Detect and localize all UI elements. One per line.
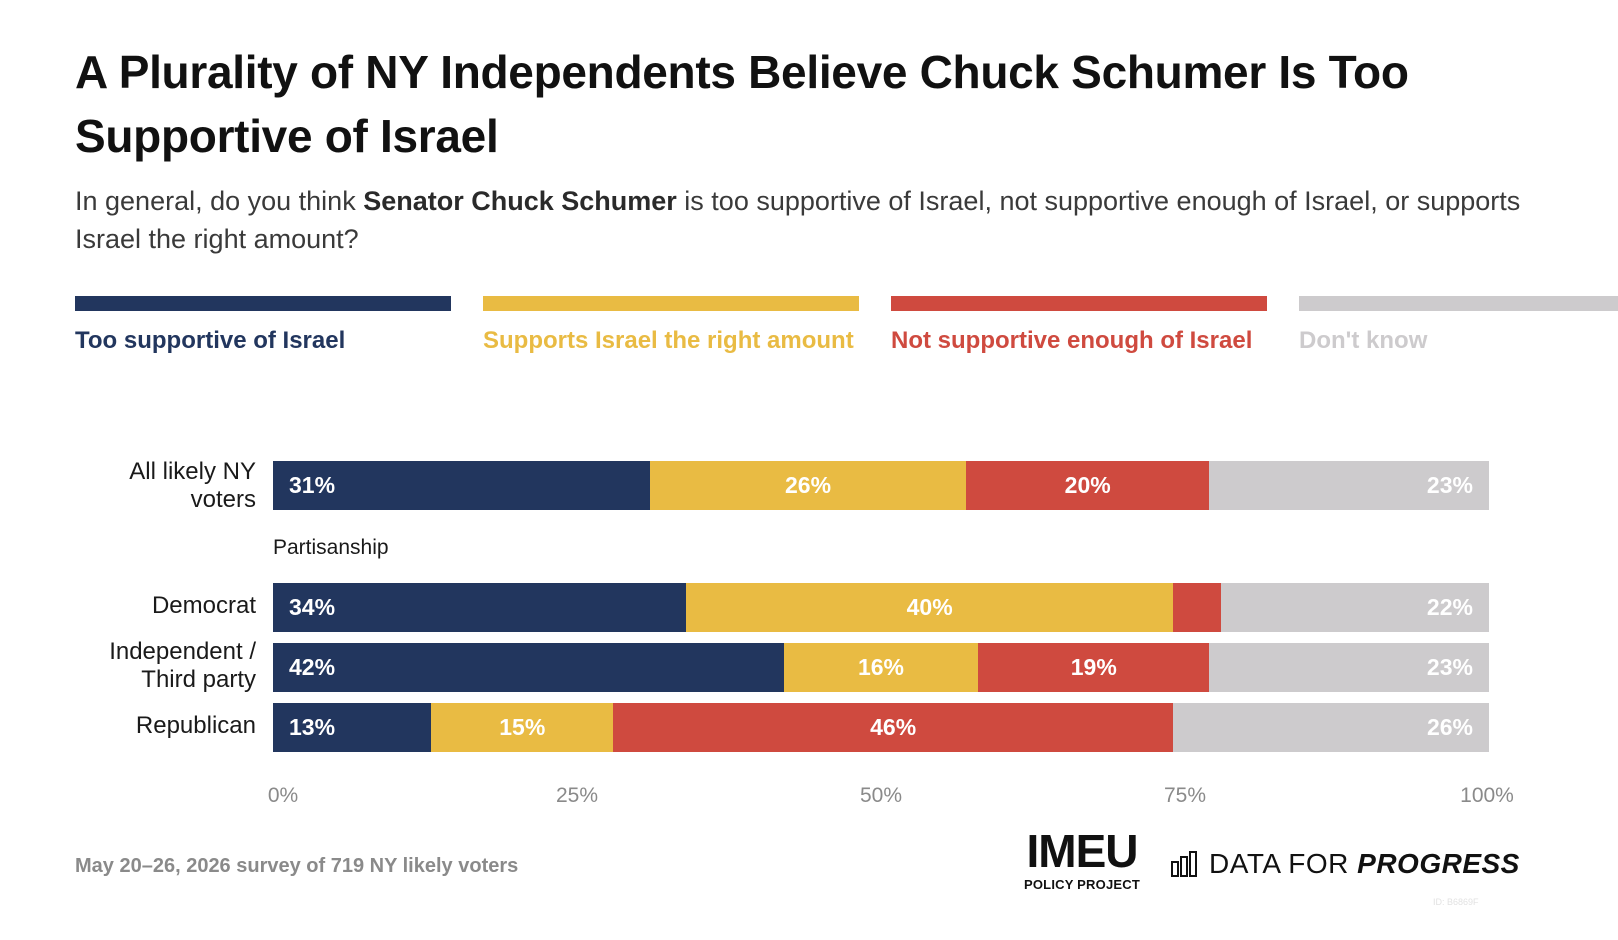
legend-swatch: [891, 296, 1267, 311]
data-label: 19%: [1070, 654, 1117, 680]
legend-item-1: Too supportive of Israel: [75, 296, 451, 358]
bar-segment: 26%: [649, 461, 967, 510]
row-label: Democrat: [151, 592, 256, 619]
chart-subtitle: In general, do you think Senator Chuck S…: [75, 186, 1521, 254]
survey-footnote: May 20–26, 2026 survey of 719 NY likely …: [75, 855, 519, 877]
legend-item-3: Not supportive enough of Israel: [891, 296, 1267, 358]
chart-id: ID: B6869F: [1433, 897, 1479, 907]
legend-swatch: [483, 296, 859, 311]
imeu-logo: IMEU POLICY PROJECT: [1018, 828, 1146, 892]
imeu-logo-subtext: POLICY PROJECT: [1024, 877, 1140, 892]
x-tick-label: 50%: [859, 784, 903, 807]
legend-label: Too supportive of Israel: [75, 327, 346, 354]
bar-segment: 40%: [686, 583, 1173, 632]
data-label: 46%: [870, 714, 917, 740]
bar-segment: [1172, 583, 1222, 632]
group-label-partisanship: Partisanship: [273, 536, 389, 559]
legend-label: Don't know: [1299, 327, 1428, 354]
data-label: 40%: [906, 594, 953, 620]
stacked-bar-row: 42% 16% 19% 23%: [273, 643, 1489, 692]
stacked-bar-row: 13% 15% 46% 26%: [273, 703, 1489, 752]
imeu-logo-text: IMEU: [1026, 825, 1139, 877]
data-label: 31%: [289, 472, 336, 498]
bar-segment: 13%: [273, 703, 432, 752]
x-tick-label: 0%: [267, 784, 299, 807]
bar-segment: 26%: [1172, 703, 1489, 752]
row-label: Republican: [135, 712, 256, 739]
bar-segment: 16%: [783, 643, 979, 692]
data-label: 15%: [499, 714, 546, 740]
bar-segment: 20%: [966, 461, 1210, 510]
data-label: 13%: [289, 714, 336, 740]
data-label: 16%: [857, 654, 905, 680]
row-label: Independent / Third party: [109, 638, 256, 693]
bar-segment: 23%: [1209, 461, 1489, 510]
legend-swatch: [75, 296, 451, 311]
bar-segment: 22%: [1221, 583, 1489, 632]
bar-segment: 15%: [431, 703, 614, 752]
data-label: 20%: [1064, 472, 1111, 498]
data-label: 22%: [1426, 594, 1473, 620]
data-label: 34%: [289, 594, 336, 620]
legend-item-2: Supports Israel the right amount: [483, 296, 859, 358]
row-label: All likely NY voters: [129, 458, 256, 513]
legend-label: Not supportive enough of Israel: [891, 327, 1253, 354]
bar-segment: 34%: [273, 583, 687, 632]
data-for-progress-text: DATA FOR PROGRESS: [1209, 848, 1520, 879]
bar-segment: 42%: [273, 643, 784, 692]
stacked-bar-row: 31% 26% 20% 23%: [273, 461, 1489, 510]
legend-item-4: Don't know: [1299, 296, 1618, 358]
x-tick-label: 25%: [555, 784, 599, 807]
legend-label: Supports Israel the right amount: [483, 327, 854, 354]
bar-segment: 46%: [613, 703, 1173, 752]
bar-chart-icon: [1171, 851, 1197, 877]
bar-segment: 19%: [978, 643, 1210, 692]
data-label: 26%: [1426, 714, 1473, 740]
bar-segment: 31%: [273, 461, 650, 510]
x-tick-label: 100%: [1460, 784, 1514, 807]
x-tick-label: 75%: [1163, 784, 1207, 807]
data-for-progress-logo: DATA FOR PROGRESS: [1171, 848, 1520, 880]
stacked-bar-row: 34% 40% 22%: [273, 583, 1489, 632]
legend-swatch: [1299, 296, 1618, 311]
bar-segment: 23%: [1209, 643, 1489, 692]
data-label: 42%: [289, 654, 336, 680]
data-label: 23%: [1426, 654, 1473, 680]
chart-title: A Plurality of NY Independents Believe C…: [75, 46, 1409, 162]
data-label: 23%: [1426, 472, 1473, 498]
data-label: 26%: [785, 472, 832, 498]
